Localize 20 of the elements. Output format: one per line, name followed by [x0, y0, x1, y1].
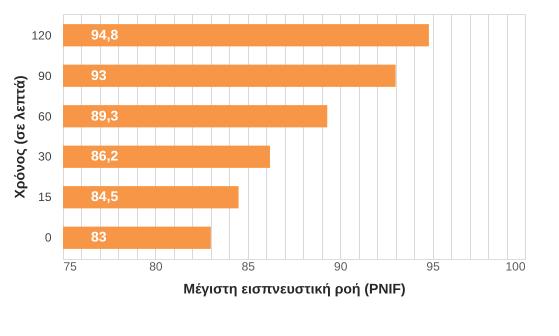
- x-tick-label: 85: [242, 260, 256, 274]
- x-tick-label: 80: [149, 260, 163, 274]
- y-tick-label: 0: [44, 230, 52, 245]
- x-tick-label: 100: [505, 260, 526, 274]
- x-tick-label: 95: [426, 260, 440, 274]
- data-label: 93: [91, 66, 107, 83]
- x-tick-label: 90: [334, 260, 348, 274]
- y-axis-title: Χρόνος (σε λεπτά): [11, 75, 28, 199]
- x-axis-title: Μέγιστη εισπνευστική ροή (PNIF): [183, 280, 406, 296]
- x-tick-label: 75: [64, 260, 78, 274]
- y-tick-label: 15: [38, 190, 52, 204]
- y-tick-label: 90: [38, 68, 52, 83]
- y-tick-label: 120: [31, 28, 52, 42]
- y-tick-label: 60: [38, 109, 52, 124]
- data-label: 94,8: [91, 26, 118, 42]
- data-label: 83: [91, 228, 107, 245]
- data-label: 86,2: [91, 148, 118, 164]
- data-label: 84,5: [91, 188, 118, 204]
- data-label: 89,3: [91, 107, 118, 124]
- y-tick-label: 30: [38, 150, 52, 164]
